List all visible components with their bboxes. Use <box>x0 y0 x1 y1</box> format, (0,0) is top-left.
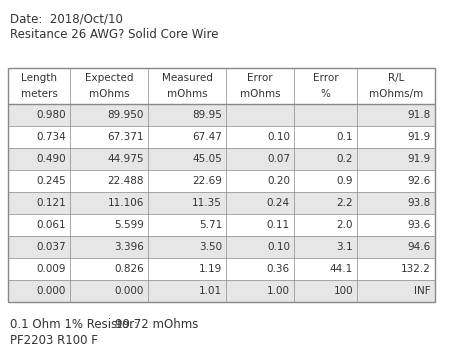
Bar <box>8 104 435 126</box>
Text: 89.95: 89.95 <box>192 110 222 120</box>
Text: 0.07: 0.07 <box>267 154 290 164</box>
Text: 0.2: 0.2 <box>337 154 353 164</box>
Text: 0.000: 0.000 <box>115 286 144 296</box>
Text: 0.121: 0.121 <box>36 198 66 208</box>
Text: 44.1: 44.1 <box>330 264 353 274</box>
Bar <box>8 236 435 258</box>
Text: 0.20: 0.20 <box>267 176 290 186</box>
Bar <box>8 192 435 214</box>
Text: 0.1 Ohm 1% Resistor:: 0.1 Ohm 1% Resistor: <box>10 318 138 331</box>
Bar <box>8 170 435 192</box>
Bar <box>8 68 435 104</box>
Text: 67.47: 67.47 <box>192 132 222 142</box>
Text: 0.980: 0.980 <box>36 110 66 120</box>
Text: 5.71: 5.71 <box>199 220 222 230</box>
Text: 11.35: 11.35 <box>192 198 222 208</box>
Text: 0.10: 0.10 <box>267 132 290 142</box>
Text: 0.490: 0.490 <box>36 154 66 164</box>
Text: 3.1: 3.1 <box>337 242 353 252</box>
Text: 2.2: 2.2 <box>337 198 353 208</box>
Text: 0.9: 0.9 <box>337 176 353 186</box>
Text: %: % <box>320 89 330 99</box>
Text: 99.72 mOhms: 99.72 mOhms <box>115 318 199 331</box>
Text: 67.371: 67.371 <box>108 132 144 142</box>
Text: 3.50: 3.50 <box>199 242 222 252</box>
Text: 0.24: 0.24 <box>267 198 290 208</box>
Text: 89.950: 89.950 <box>108 110 144 120</box>
Text: 0.1: 0.1 <box>337 132 353 142</box>
Bar <box>8 126 435 148</box>
Text: Error: Error <box>247 73 273 83</box>
Text: 1.01: 1.01 <box>199 286 222 296</box>
Text: meters: meters <box>20 89 57 99</box>
Text: Error: Error <box>313 73 338 83</box>
Text: 92.6: 92.6 <box>408 176 431 186</box>
Text: 0.000: 0.000 <box>36 286 66 296</box>
Text: 91.9: 91.9 <box>408 132 431 142</box>
Text: 0.36: 0.36 <box>267 264 290 274</box>
Text: mOhms: mOhms <box>240 89 280 99</box>
Text: mOhms: mOhms <box>167 89 207 99</box>
Text: 0.009: 0.009 <box>36 264 66 274</box>
Text: 2.0: 2.0 <box>337 220 353 230</box>
Text: 44.975: 44.975 <box>108 154 144 164</box>
Text: 91.9: 91.9 <box>408 154 431 164</box>
Bar <box>8 68 435 302</box>
Text: mOhms: mOhms <box>89 89 129 99</box>
Text: 5.599: 5.599 <box>114 220 144 230</box>
Text: 93.8: 93.8 <box>408 198 431 208</box>
Text: Length: Length <box>21 73 57 83</box>
Text: 93.6: 93.6 <box>408 220 431 230</box>
Text: Date:  2018/Oct/10: Date: 2018/Oct/10 <box>10 12 123 25</box>
Bar <box>8 214 435 236</box>
Text: Resitance 26 AWG? Solid Core Wire: Resitance 26 AWG? Solid Core Wire <box>10 28 219 41</box>
Text: 0.061: 0.061 <box>36 220 66 230</box>
Text: 45.05: 45.05 <box>192 154 222 164</box>
Text: 1.19: 1.19 <box>199 264 222 274</box>
Text: 132.2: 132.2 <box>401 264 431 274</box>
Text: 0.037: 0.037 <box>36 242 66 252</box>
Text: INF: INF <box>414 286 431 296</box>
Bar <box>8 258 435 280</box>
Bar <box>8 148 435 170</box>
Bar <box>8 280 435 302</box>
Text: PF2203 R100 F: PF2203 R100 F <box>10 334 98 347</box>
Text: 0.826: 0.826 <box>114 264 144 274</box>
Text: 3.396: 3.396 <box>114 242 144 252</box>
Text: 0.734: 0.734 <box>36 132 66 142</box>
Text: 0.10: 0.10 <box>267 242 290 252</box>
Text: 0.245: 0.245 <box>36 176 66 186</box>
Text: 22.488: 22.488 <box>108 176 144 186</box>
Text: 1.00: 1.00 <box>267 286 290 296</box>
Text: 11.106: 11.106 <box>108 198 144 208</box>
Text: Measured: Measured <box>162 73 212 83</box>
Text: Expected: Expected <box>85 73 133 83</box>
Text: 94.6: 94.6 <box>408 242 431 252</box>
Text: 22.69: 22.69 <box>192 176 222 186</box>
Text: R/L: R/L <box>388 73 404 83</box>
Text: 0.11: 0.11 <box>267 220 290 230</box>
Text: 91.8: 91.8 <box>408 110 431 120</box>
Text: mOhms/m: mOhms/m <box>369 89 423 99</box>
Text: 100: 100 <box>333 286 353 296</box>
